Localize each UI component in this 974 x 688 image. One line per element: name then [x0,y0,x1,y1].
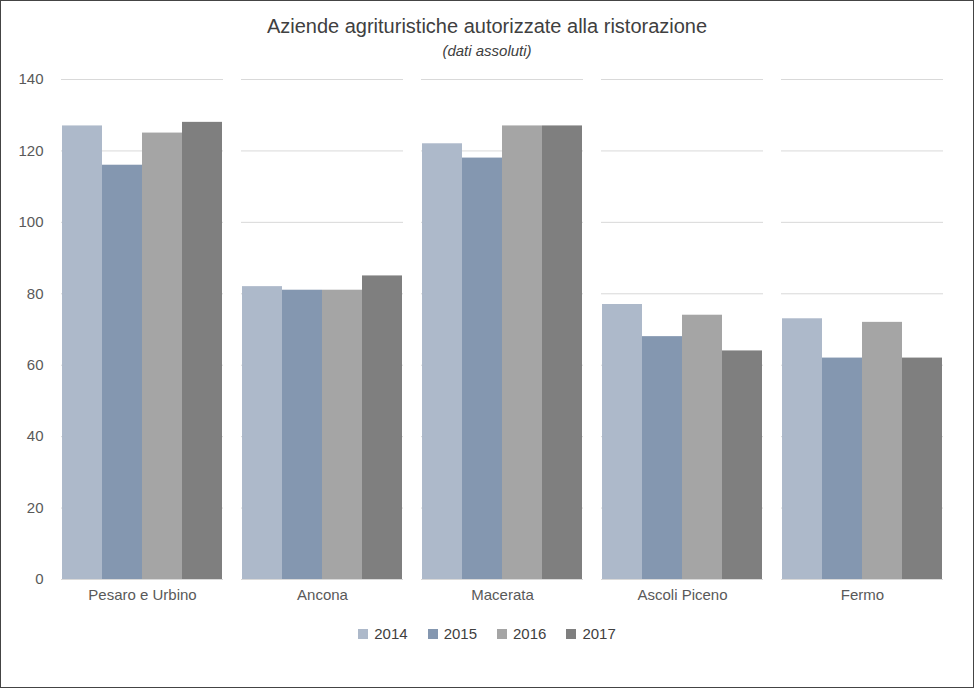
svg-text:140: 140 [18,70,43,87]
svg-text:20: 20 [27,499,44,516]
html-text:(dati assoluti): (dati assoluti) [442,42,532,59]
svg-text:40: 40 [27,427,44,444]
svg-text:0: 0 [35,570,43,587]
svg-text:100: 100 [18,213,43,230]
html-text:2014: 2014 [374,625,408,642]
svg-text:60: 60 [27,356,44,373]
svg-text:Macerata: Macerata [471,586,534,603]
svg-text:Pesaro e Urbino: Pesaro e Urbino [88,586,196,603]
svg-text:120: 120 [18,142,43,159]
html-text:Aziende agrituristiche autoriz: Aziende agrituristiche autorizzate alla … [266,15,708,37]
html-text:2017: 2017 [582,625,616,642]
html-text:2015: 2015 [443,625,477,642]
svg-text:Ascoli Piceno: Ascoli Piceno [637,586,727,603]
html-text:2016: 2016 [513,625,547,642]
svg-text:Ancona: Ancona [297,586,349,603]
svg-text:80: 80 [27,285,44,302]
svg-text:Fermo: Fermo [841,586,884,603]
